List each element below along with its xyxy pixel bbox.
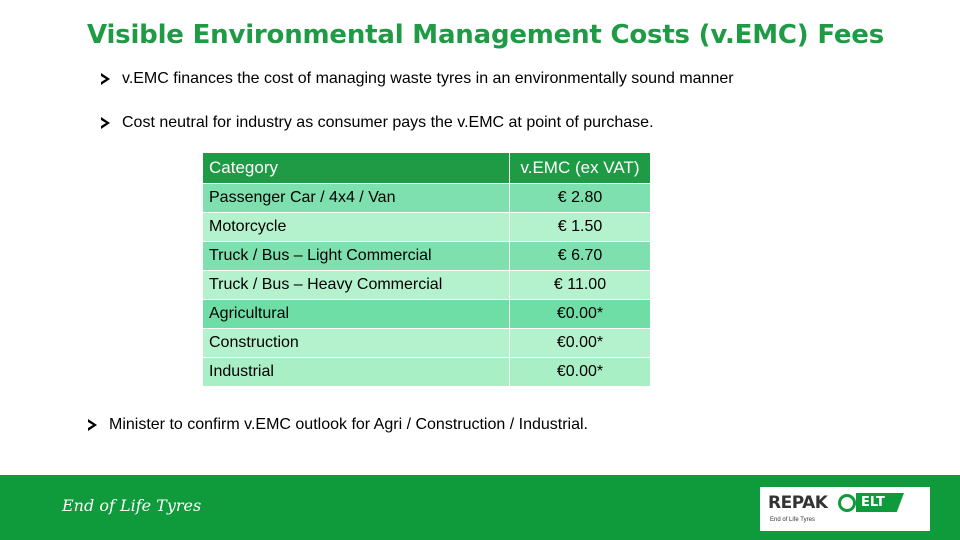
value-cell: € 6.70 <box>509 241 651 271</box>
bullet-item: Cost neutral for industry as consumer pa… <box>101 114 654 132</box>
arrow-bullet-icon <box>101 73 110 85</box>
footer-bar: End of Life Tyres REPAK ELT End of Life … <box>0 475 960 540</box>
category-cell: Agricultural <box>202 299 510 329</box>
bullet-text: Minister to confirm v.EMC outlook for Ag… <box>109 416 588 433</box>
category-cell: Truck / Bus – Heavy Commercial <box>202 270 510 300</box>
value-cell: € 1.50 <box>509 212 651 242</box>
value-cell: € 2.80 <box>509 183 651 213</box>
value-cell: €0.00* <box>509 357 651 387</box>
footer-text: End of Life Tyres <box>62 496 202 515</box>
bullet-item: Minister to confirm v.EMC outlook for Ag… <box>88 416 588 434</box>
bullet-text: v.EMC finances the cost of managing wast… <box>122 70 734 87</box>
category-cell: Motorcycle <box>202 212 510 242</box>
fees-table: Category v.EMC (ex VAT) Passenger Car / … <box>202 152 651 387</box>
value-cell: €0.00* <box>509 328 651 358</box>
category-cell: Truck / Bus – Light Commercial <box>202 241 510 271</box>
repak-elt-logo: REPAK ELT End of Life Tyres <box>760 487 930 531</box>
bullet-item: v.EMC finances the cost of managing wast… <box>101 70 734 88</box>
header-vemc: v.EMC (ex VAT) <box>509 152 651 184</box>
table-row: Motorcycle € 1.50 <box>202 212 651 242</box>
table-row: Truck / Bus – Light Commercial € 6.70 <box>202 241 651 271</box>
arrow-bullet-icon <box>88 419 97 431</box>
category-cell: Construction <box>202 328 510 358</box>
table-header-row: Category v.EMC (ex VAT) <box>202 152 651 184</box>
table-row: Truck / Bus – Heavy Commercial € 11.00 <box>202 270 651 300</box>
table-row: Passenger Car / 4x4 / Van € 2.80 <box>202 183 651 213</box>
header-category: Category <box>202 152 510 184</box>
logo-tag: ELT <box>856 493 904 512</box>
table-row: Industrial €0.00* <box>202 357 651 387</box>
page-title: Visible Environmental Management Costs (… <box>87 20 884 50</box>
value-cell: € 11.00 <box>509 270 651 300</box>
bullet-text: Cost neutral for industry as consumer pa… <box>122 114 654 131</box>
logo-brand: REPAK <box>768 493 828 513</box>
logo-subtext: End of Life Tyres <box>770 517 815 523</box>
tyre-ring-icon <box>838 494 856 512</box>
value-cell: €0.00* <box>509 299 651 329</box>
category-cell: Industrial <box>202 357 510 387</box>
category-cell: Passenger Car / 4x4 / Van <box>202 183 510 213</box>
table-row: Agricultural €0.00* <box>202 299 651 329</box>
table-row: Construction €0.00* <box>202 328 651 358</box>
arrow-bullet-icon <box>101 117 110 129</box>
